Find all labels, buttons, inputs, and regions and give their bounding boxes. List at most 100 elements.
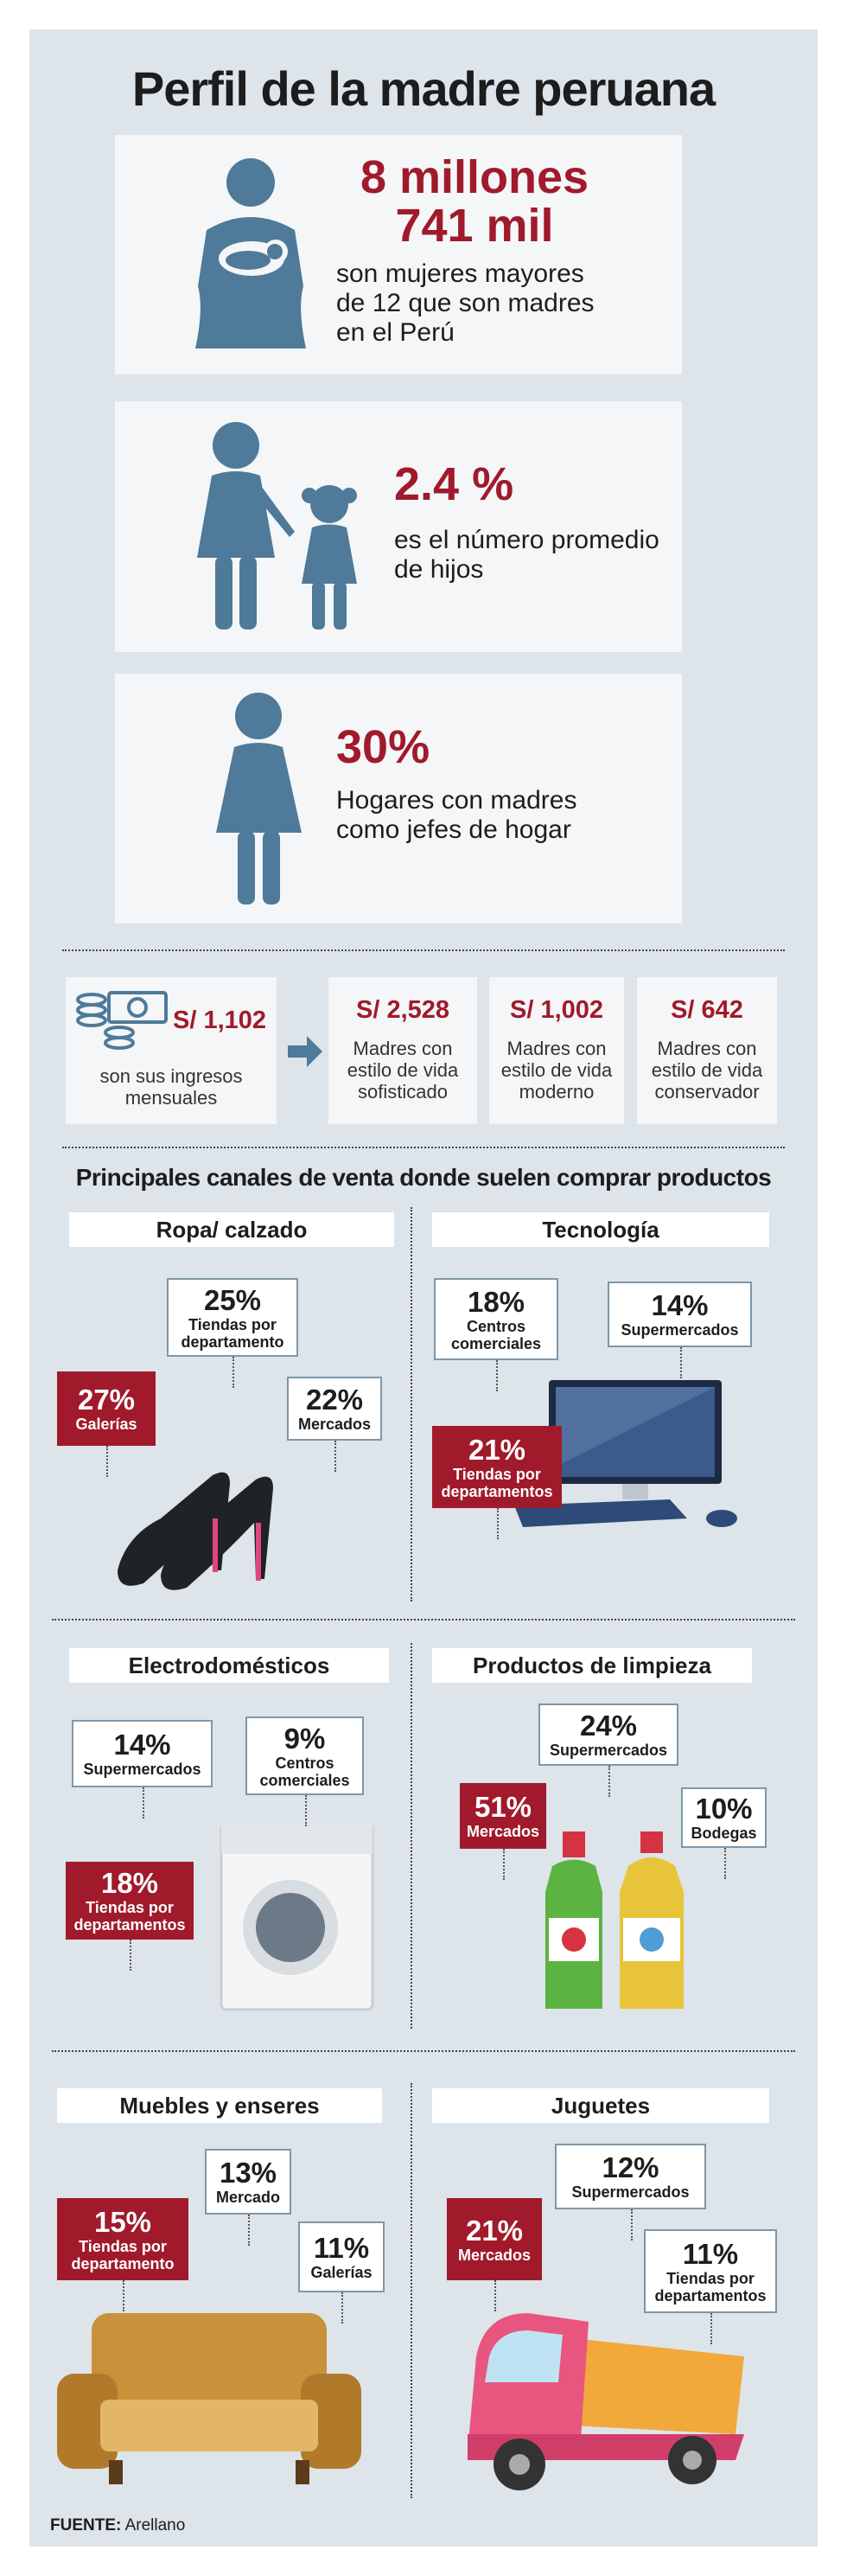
illustration-graphic	[57, 2313, 361, 2484]
lifestyle-label: Madres con estilo de vida conservador	[651, 1038, 763, 1103]
stat-box: 30% Hogares con madres como jefes de hog…	[115, 674, 682, 924]
divider	[411, 1207, 412, 1601]
lifestyle-amount: S/ 1,002	[509, 996, 604, 1024]
connector	[608, 1766, 610, 1797]
connector	[630, 2209, 633, 2240]
income-label: son sus ingresos mensuales	[99, 1065, 243, 1109]
mother-child-icon	[197, 422, 357, 630]
panel-title: Tecnología	[432, 1212, 769, 1247]
item-label: Galerías	[75, 1416, 137, 1433]
item-label: Centros comerciales	[259, 1754, 350, 1789]
divider	[411, 1643, 412, 2029]
illustration	[213, 1822, 377, 2013]
item-percent: 18%	[100, 1867, 159, 1899]
stat-text: Hogares con madres como jefes de hogar	[336, 786, 577, 844]
channel-item: 18% Centros comerciales	[434, 1278, 558, 1360]
panel-title: Productos de limpieza	[432, 1648, 752, 1683]
item-percent: 14%	[651, 1289, 709, 1321]
item-label: Supermercados	[621, 1321, 739, 1339]
channel-item: 10% Bodegas	[681, 1787, 767, 1848]
illustration	[545, 1827, 687, 2013]
item-label: Galerías	[310, 2264, 373, 2281]
channel-item: 11% Galerías	[298, 2221, 385, 2292]
channel-panel: Tecnología 18% Centros comerciales 14% Super…	[411, 1207, 808, 1622]
connector	[503, 1849, 505, 1880]
stat-value: 8 millones 741 mil	[360, 151, 589, 252]
channel-panel: Ropa/ calzado 25% Tiendas por departamento…	[57, 1207, 455, 1622]
lifestyle-label: Madres con estilo de vida moderno	[500, 1038, 613, 1103]
item-percent: 21%	[465, 2214, 524, 2247]
channel-panel: Juguetes 12% Supermercados 21% Mercados 11% Ti…	[411, 2083, 808, 2498]
channel-item: 51% Mercados	[460, 1783, 546, 1849]
connector	[248, 2215, 250, 2246]
channel-item: 12% Supermercados	[555, 2144, 706, 2209]
channel-item: 13% Mercado	[205, 2149, 291, 2215]
lifestyle-amount: S/ 642	[671, 996, 743, 1024]
connector	[123, 2280, 124, 2311]
mother-baby-icon	[195, 158, 306, 348]
illustration	[468, 2304, 744, 2495]
stat-text: es el número promedio de hijos	[394, 526, 659, 584]
connector	[341, 2292, 343, 2324]
item-percent: 51%	[474, 1791, 532, 1823]
lifestyle-amount: S/ 2,528	[355, 996, 450, 1024]
panel-title: Ropa/ calzado	[69, 1212, 394, 1247]
channel-panel: Electrodomésticos 14% Supermercados 9% Centr…	[57, 1643, 455, 2058]
money-icon	[76, 991, 168, 1050]
lifestyle-box: S/ 1,002 Madres con estilo de vida modern…	[489, 977, 624, 1124]
item-percent: 22%	[305, 1384, 364, 1416]
title: Perfil de la madre peruana	[131, 61, 716, 116]
item-percent: 11%	[313, 2232, 370, 2264]
panel-title: Electrodomésticos	[69, 1648, 389, 1683]
source: FUENTE: Arellano	[50, 2516, 185, 2535]
lifestyle-box: S/ 2,528 Madres con estilo de vida sofist…	[328, 977, 477, 1124]
channel-item: 25% Tiendas por departamento	[167, 1278, 298, 1357]
source-text: Arellano	[124, 2516, 186, 2534]
connector	[106, 1446, 108, 1477]
item-label: Mercado	[215, 2189, 281, 2206]
source-label: FUENTE:	[50, 2516, 122, 2534]
income-amount: S/ 1,102	[173, 1007, 267, 1034]
item-percent: 9%	[283, 1722, 326, 1755]
item-label: Supermercados	[571, 2183, 690, 2201]
item-percent: 25%	[203, 1283, 262, 1316]
income-box: S/ 1,102 son sus ingresos mensuales	[66, 977, 277, 1124]
lifestyle-box: S/ 642 Madres con estilo de vida conserva…	[637, 977, 777, 1124]
item-percent: 12%	[602, 2151, 659, 2183]
channel-item: 15% Tiendas por departamento	[57, 2198, 188, 2280]
illustration-graphic	[468, 2313, 744, 2490]
channel-item: 14% Supermercados	[608, 1282, 752, 1347]
stat-box: 2.4 % es el número promedio de hijos	[115, 401, 682, 652]
illustration-graphic	[118, 1472, 273, 1590]
lifestyle-label: Madres con estilo de vida sofisticado	[347, 1038, 459, 1103]
item-label: Centros comerciales	[450, 1317, 542, 1352]
item-percent: 14%	[113, 1729, 171, 1761]
item-label: Mercados	[297, 1416, 372, 1433]
item-label: Supermercados	[549, 1742, 668, 1759]
connector	[130, 1940, 131, 1971]
connector	[334, 1441, 336, 1472]
connector	[497, 1508, 499, 1539]
connector	[496, 1360, 498, 1391]
connector	[723, 1848, 726, 1879]
stat-text: son mujeres mayores de 12 que son madres…	[336, 259, 595, 347]
channel-item: 9% Centros comerciales	[245, 1716, 364, 1795]
channel-item: 11% Tiendas por departamentos	[644, 2229, 777, 2313]
divider	[411, 2083, 412, 2498]
channel-item: 14% Supermercados	[72, 1720, 213, 1787]
illustration	[57, 2313, 361, 2486]
channel-item: 21% Mercados	[447, 2198, 542, 2280]
connector	[142, 1787, 144, 1819]
item-label: Tiendas por departamento	[181, 1315, 284, 1351]
channel-panel: Productos de limpieza 24% Supermercados 51%…	[411, 1643, 808, 2058]
item-label: Supermercados	[83, 1761, 201, 1778]
woman-icon	[216, 693, 302, 904]
channel-panel: Muebles y enseres 15% Tiendas por departam…	[57, 2083, 455, 2498]
item-label: Tiendas por departamentos	[73, 1899, 186, 1934]
item-label: Tiendas por departamentos	[441, 1465, 553, 1500]
divider	[62, 949, 785, 951]
illustration-graphic	[220, 1822, 374, 2011]
stat-value: 2.4 %	[394, 458, 514, 510]
panel-title: Muebles y enseres	[57, 2088, 382, 2123]
channel-item: 24% Supermercados	[538, 1703, 678, 1766]
